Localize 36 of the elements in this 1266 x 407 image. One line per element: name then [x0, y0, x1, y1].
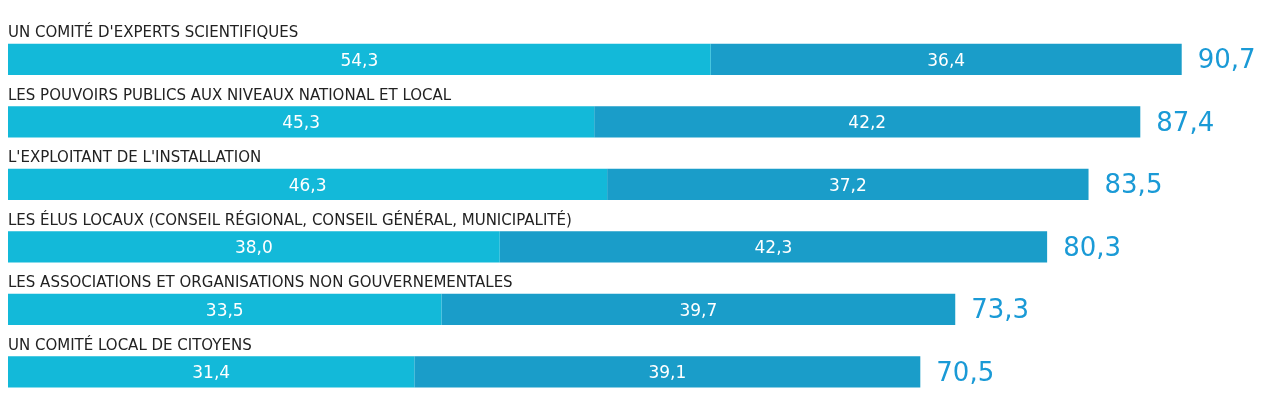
total-label: 70,5 [936, 356, 995, 387]
bar [8, 43, 711, 75]
y-tick-label: LES ÉLUS LOCAUX (CONSEIL RÉGIONAL, CONSEIL GÉNÉRAL, MUNICIPALITÉ) [8, 209, 572, 229]
data-label: 31,4 [192, 362, 231, 383]
data-label: 37,2 [828, 174, 867, 195]
bar [441, 293, 956, 325]
data-label: 42,3 [754, 237, 793, 258]
bar [499, 231, 1048, 263]
data-label: 39,1 [648, 362, 687, 383]
total-label: 73,3 [971, 294, 1030, 324]
data-label: 45,3 [282, 112, 321, 133]
data-label: 38,0 [234, 237, 273, 258]
bar [594, 106, 1141, 138]
bar [710, 43, 1182, 75]
data-label: 39,7 [679, 299, 718, 320]
y-tick-label: UN COMITÉ D'EXPERTS SCIENTIFIQUES [8, 22, 299, 42]
bar [8, 231, 500, 263]
total-label: 80,3 [1063, 231, 1122, 262]
data-label: 54,3 [340, 49, 379, 70]
y-tick-label: UN COMITÉ LOCAL DE CITOYENS [8, 334, 252, 354]
y-tick-label: LES POUVOIRS PUBLICS AUX NIVEAUX NATIONAL ET LOCAL [8, 85, 452, 104]
y-tick-label: LES ASSOCIATIONS ET ORGANISATIONS NON GOUVERNEMENTALES [8, 273, 513, 292]
total-label: 87,4 [1156, 106, 1215, 137]
total-label: 90,7 [1197, 44, 1256, 74]
bar [8, 356, 415, 388]
total-label: 83,5 [1104, 169, 1163, 199]
data-label: 42,2 [848, 112, 887, 133]
y-tick-label: L'EXPLOITANT DE L'INSTALLATION [8, 148, 262, 167]
bar [8, 168, 608, 200]
bar [8, 293, 442, 325]
data-label: 33,5 [205, 299, 244, 320]
bar [607, 168, 1089, 200]
data-label: 36,4 [927, 49, 966, 70]
bar [8, 106, 595, 138]
data-label: 46,3 [288, 174, 327, 195]
bar [414, 356, 921, 388]
